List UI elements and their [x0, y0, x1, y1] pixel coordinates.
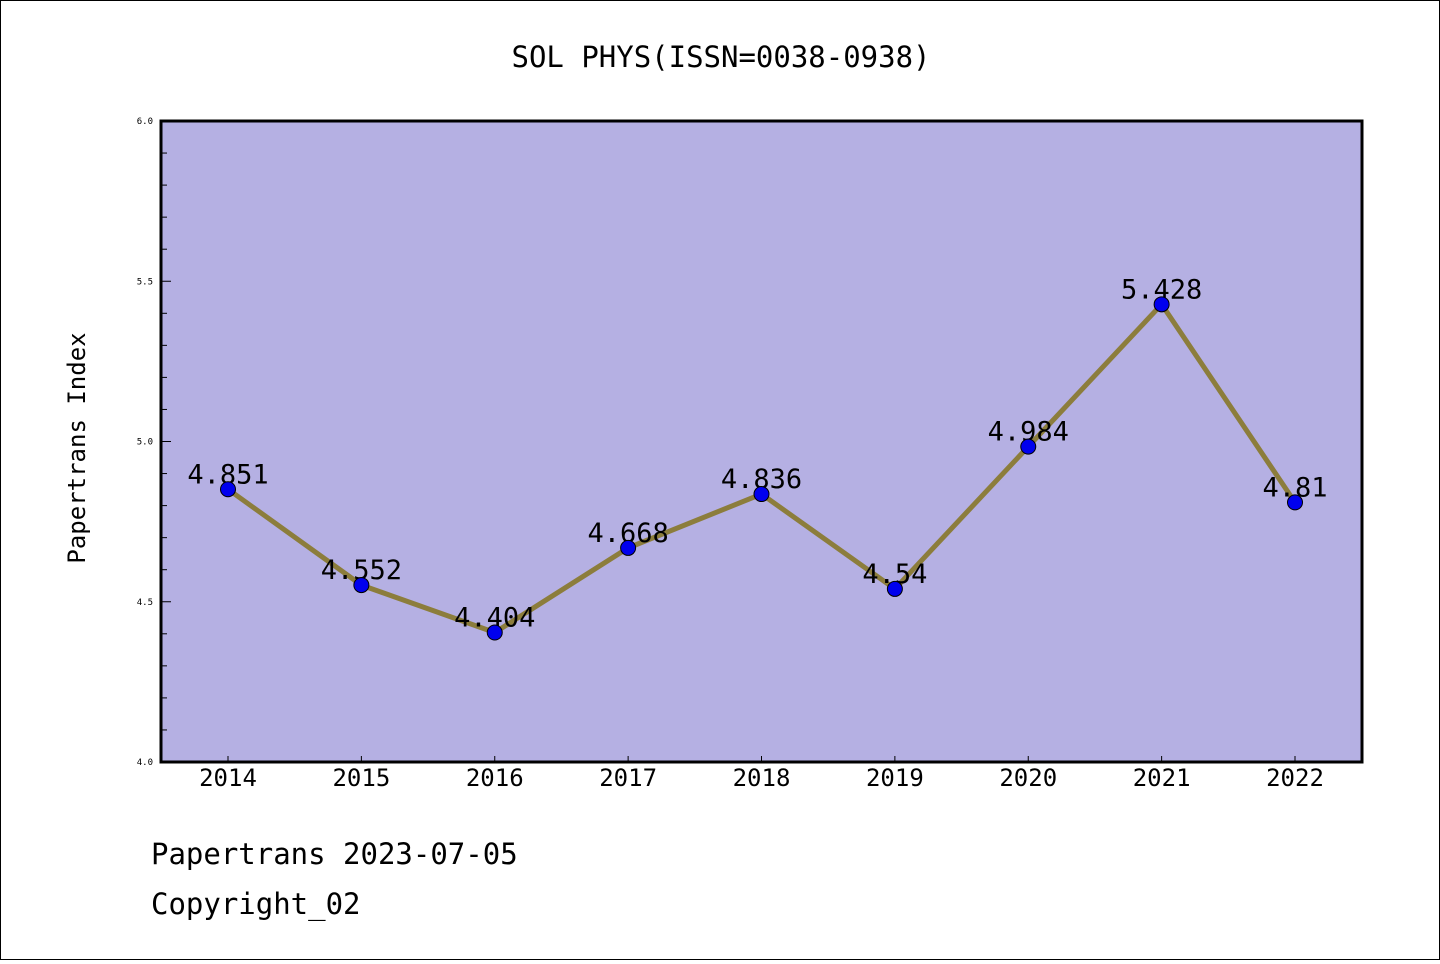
footer-date: Papertrans 2023-07-05: [151, 837, 518, 871]
y-tick-label: 5.0: [137, 438, 153, 448]
y-tick-label: 5.5: [137, 277, 153, 287]
series-layer: 4.8514.5524.4044.6684.8364.544.9845.4284…: [187, 274, 1328, 641]
x-tick-label: 2021: [1133, 764, 1191, 792]
x-tick-label: 2017: [599, 764, 657, 792]
data-point: [1153, 296, 1170, 313]
data-point: [220, 481, 236, 498]
y-axis: 4.0 4.5 5.0 5.5 6.0: [137, 117, 171, 768]
data-point: [1287, 494, 1303, 511]
x-tick-label: 2016: [466, 764, 524, 792]
chart-title: SOL PHYS(ISSN=0038-0938): [511, 40, 930, 74]
x-tick-label: 2014: [199, 764, 257, 792]
data-point: [353, 577, 370, 594]
data-point: [486, 624, 503, 641]
x-tick-label: 2020: [999, 764, 1057, 792]
x-tick-label: 2015: [332, 764, 390, 792]
x-tick-label: 2019: [866, 764, 924, 792]
x-tick-label: 2018: [733, 764, 791, 792]
x-axis: 2014 2015 2016 2017 2018 2019 2020 2021 2022: [199, 756, 1324, 792]
x-tick-label: 2022: [1266, 764, 1324, 792]
footer-copyright: Copyright_02: [151, 887, 361, 921]
data-point: [620, 539, 637, 556]
data-point: [886, 580, 903, 597]
y-tick-label: 6.0: [137, 117, 153, 127]
data-point: [753, 486, 770, 503]
y-tick-label: 4.0: [137, 758, 153, 768]
data-point: [1020, 438, 1037, 455]
y-axis-label: Papertrans Index: [63, 332, 91, 563]
y-tick-label: 4.5: [137, 598, 153, 608]
plot-area: [159, 119, 1364, 764]
